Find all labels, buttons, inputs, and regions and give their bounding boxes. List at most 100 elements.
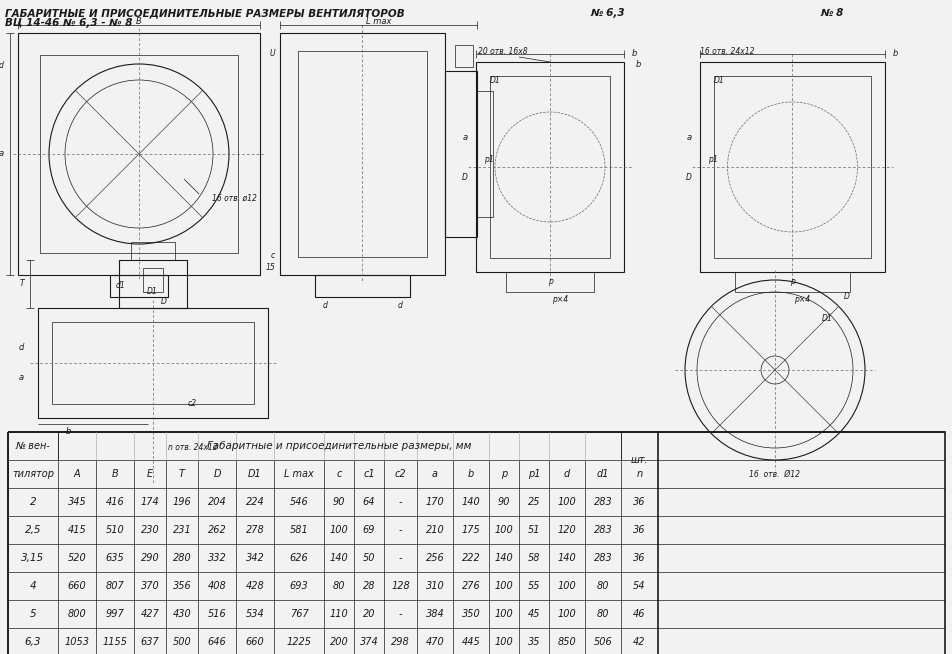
Bar — [477, 91, 492, 217]
Text: 374: 374 — [359, 637, 378, 647]
Text: 200: 200 — [329, 637, 348, 647]
Text: b: b — [631, 50, 637, 58]
Text: 90: 90 — [497, 497, 509, 507]
Text: 128: 128 — [390, 581, 409, 591]
Text: -: - — [398, 525, 402, 535]
Text: p×4: p×4 — [794, 296, 810, 305]
Text: 55: 55 — [527, 581, 540, 591]
Text: 637: 637 — [141, 637, 159, 647]
Text: d: d — [0, 61, 4, 69]
Text: 25: 25 — [527, 497, 540, 507]
Text: L max: L max — [366, 16, 391, 26]
Text: B: B — [111, 469, 118, 479]
Text: 520: 520 — [68, 553, 87, 563]
Text: 175: 175 — [461, 525, 480, 535]
Bar — [713, 76, 870, 258]
Bar — [38, 308, 268, 418]
Bar — [506, 272, 593, 292]
Text: D1: D1 — [147, 286, 158, 296]
Text: 1053: 1053 — [65, 637, 89, 647]
Text: p1: p1 — [707, 154, 717, 164]
Bar — [315, 275, 409, 297]
Text: d: d — [564, 469, 569, 479]
Text: 58: 58 — [527, 553, 540, 563]
Text: L max: L max — [284, 469, 313, 479]
Text: 36: 36 — [632, 497, 645, 507]
Text: 332: 332 — [208, 553, 227, 563]
Text: 660: 660 — [68, 581, 87, 591]
Text: 54: 54 — [632, 581, 645, 591]
Text: 516: 516 — [208, 609, 227, 619]
Text: a: a — [19, 373, 24, 383]
Text: 204: 204 — [208, 497, 227, 507]
Text: 500: 500 — [172, 637, 191, 647]
Text: 140: 140 — [329, 553, 348, 563]
Text: 100: 100 — [329, 525, 348, 535]
Text: p1: p1 — [527, 469, 540, 479]
Text: E: E — [147, 469, 153, 479]
Bar — [700, 62, 884, 272]
Text: 807: 807 — [106, 581, 125, 591]
Text: 210: 210 — [426, 525, 444, 535]
Text: 278: 278 — [246, 525, 264, 535]
Text: 800: 800 — [68, 609, 87, 619]
Text: 370: 370 — [141, 581, 159, 591]
Text: d1: d1 — [596, 469, 608, 479]
Bar — [143, 268, 163, 292]
Text: D: D — [843, 292, 848, 301]
Text: b: b — [467, 469, 474, 479]
Text: 80: 80 — [596, 581, 608, 591]
Text: D1: D1 — [821, 314, 832, 323]
Text: 997: 997 — [106, 609, 125, 619]
Text: d: d — [322, 300, 327, 309]
Text: 635: 635 — [106, 553, 125, 563]
Bar — [18, 33, 260, 275]
Text: 534: 534 — [246, 609, 264, 619]
Text: 356: 356 — [172, 581, 191, 591]
Text: 581: 581 — [289, 525, 308, 535]
Text: 20 отв. 16х8: 20 отв. 16х8 — [478, 47, 527, 56]
Text: D1: D1 — [713, 76, 724, 85]
Text: b: b — [892, 50, 898, 58]
Text: d: d — [19, 343, 24, 353]
Text: A: A — [73, 469, 80, 479]
Text: 16 отв. 24х12: 16 отв. 24х12 — [700, 47, 754, 56]
Bar — [52, 322, 254, 404]
Text: 174: 174 — [141, 497, 159, 507]
Text: 36: 36 — [632, 553, 645, 563]
Text: p: p — [501, 469, 506, 479]
Text: 20: 20 — [363, 609, 375, 619]
Text: 69: 69 — [363, 525, 375, 535]
Text: 80: 80 — [332, 581, 345, 591]
Text: 276: 276 — [461, 581, 480, 591]
Bar — [445, 71, 477, 237]
Text: U: U — [269, 48, 275, 58]
Text: 100: 100 — [494, 525, 513, 535]
Text: 80: 80 — [596, 609, 608, 619]
Text: 100: 100 — [494, 609, 513, 619]
Text: 384: 384 — [426, 609, 444, 619]
Text: 445: 445 — [461, 637, 480, 647]
Text: 506: 506 — [593, 637, 612, 647]
Text: c1: c1 — [363, 469, 374, 479]
Text: Габаритные и присоединительные размеры, мм: Габаритные и присоединительные размеры, … — [207, 441, 471, 451]
Text: 510: 510 — [106, 525, 125, 535]
Text: 224: 224 — [246, 497, 264, 507]
Text: 196: 196 — [172, 497, 191, 507]
Text: 290: 290 — [141, 553, 159, 563]
Text: 416: 416 — [106, 497, 125, 507]
Text: 45: 45 — [527, 609, 540, 619]
Text: n: n — [636, 469, 642, 479]
Text: 415: 415 — [68, 525, 87, 535]
Bar — [734, 272, 849, 292]
Text: 16  отв.  Ø12: 16 отв. Ø12 — [748, 470, 800, 479]
Text: c: c — [270, 250, 275, 260]
Bar — [280, 33, 445, 275]
Text: 100: 100 — [557, 581, 576, 591]
Text: 16 отв. ø12: 16 отв. ø12 — [211, 194, 257, 203]
Text: 850: 850 — [557, 637, 576, 647]
Text: ВЦ 14-46 № 6,3 - № 8: ВЦ 14-46 № 6,3 - № 8 — [5, 18, 132, 28]
Text: 283: 283 — [593, 525, 612, 535]
Text: № 8: № 8 — [819, 8, 843, 18]
Text: p: p — [547, 277, 552, 286]
